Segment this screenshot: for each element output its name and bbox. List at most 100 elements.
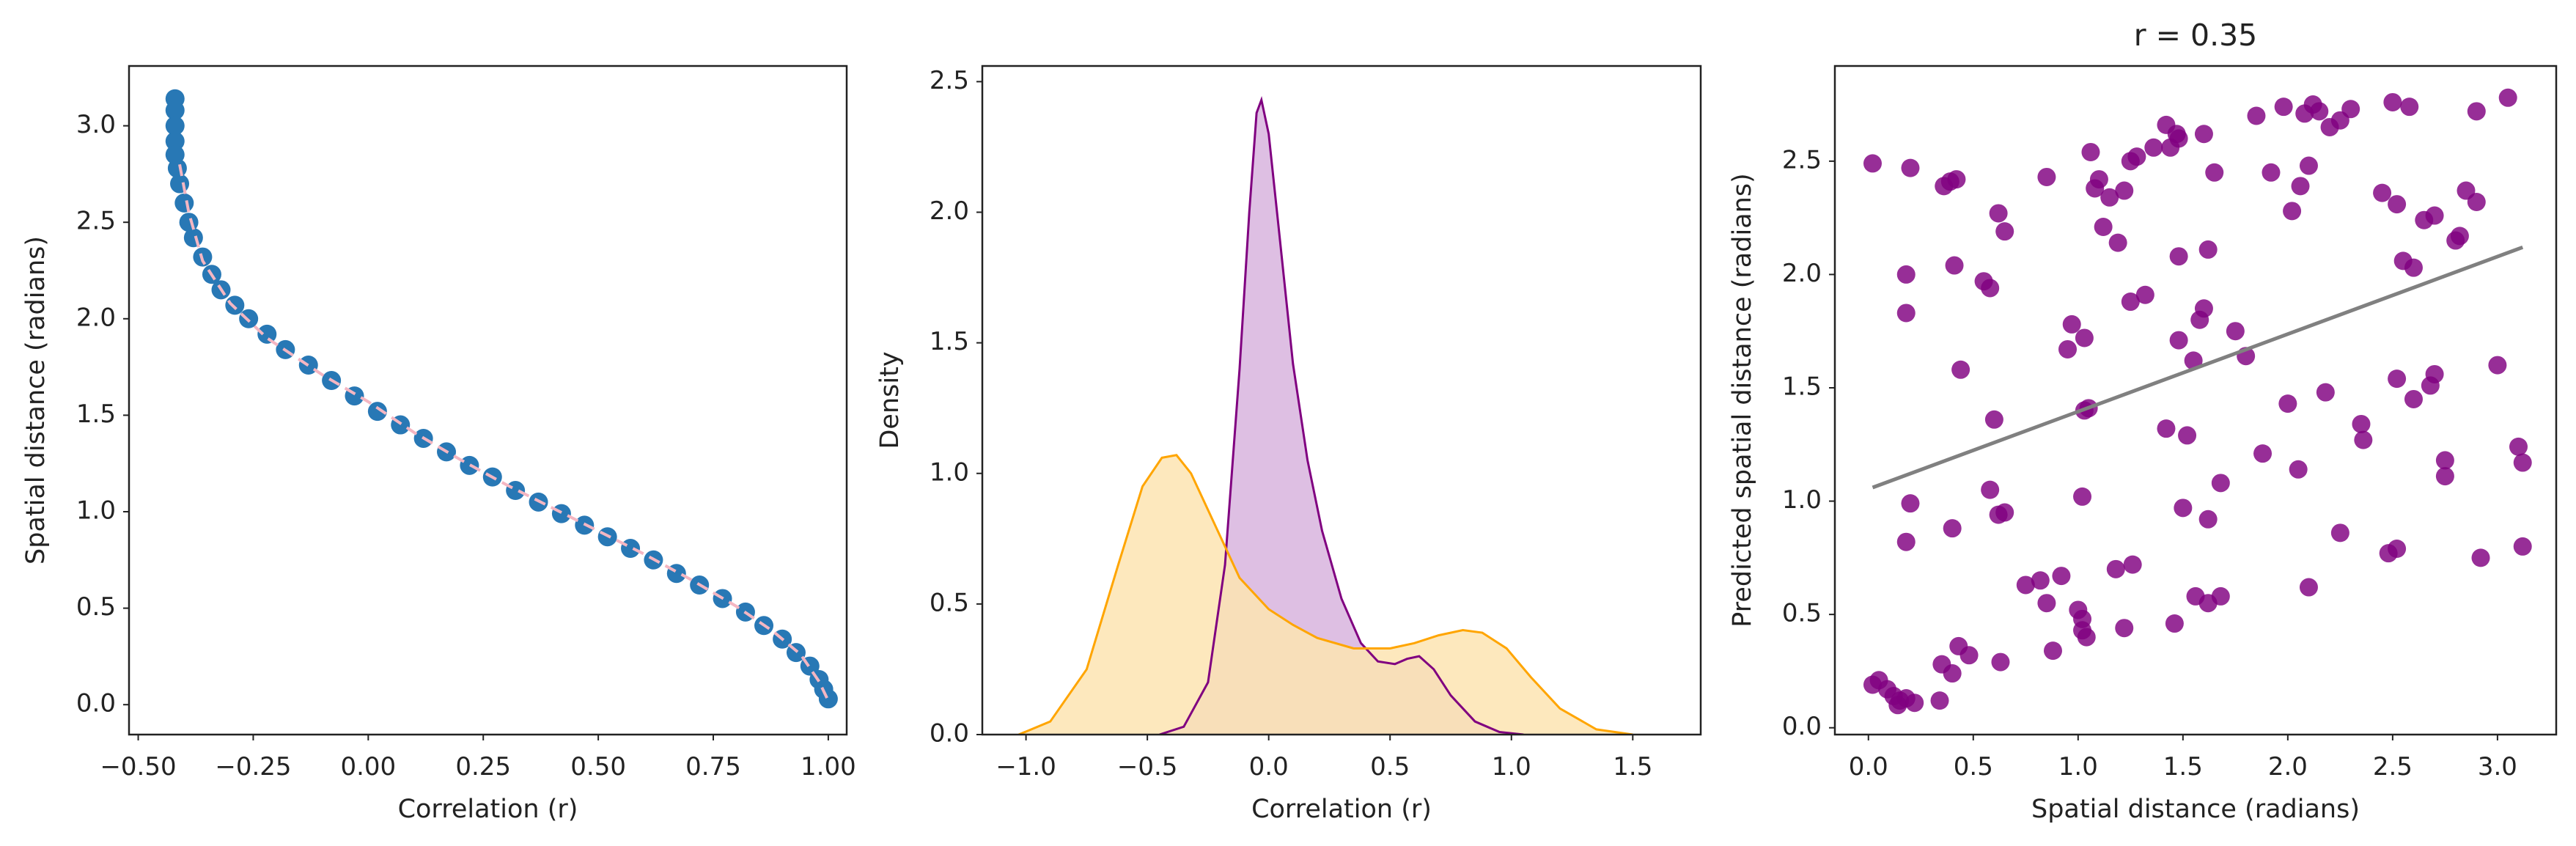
- scatter-point: [1959, 646, 1979, 665]
- scatter-point: [174, 193, 194, 213]
- scatter-point: [2354, 430, 2373, 449]
- scatter-point: [2274, 98, 2293, 117]
- scatter-point: [1991, 652, 2010, 672]
- scatter-point: [2352, 414, 2371, 433]
- panel-2-title: r = 0.35: [2134, 18, 2258, 53]
- panel-0-y-ticks: 0.0 0.5 1.0 1.5 2.0 2.5 3.0: [76, 110, 129, 718]
- scatter-point: [1951, 360, 1970, 379]
- x-tick-label: 0.5: [1954, 752, 1993, 781]
- scatter-point: [2435, 451, 2454, 470]
- scatter-point: [2169, 247, 2188, 266]
- scatter-point: [2513, 453, 2532, 472]
- scatter-point: [2291, 177, 2310, 196]
- scatter-point: [2089, 170, 2108, 189]
- scatter-point: [1896, 304, 1916, 323]
- scatter-point: [2184, 351, 2203, 370]
- y-tick-label: 0.5: [76, 592, 116, 622]
- scatter-point: [1981, 279, 2000, 298]
- panel-1-plot-area: [981, 65, 1702, 736]
- scatter-point: [2135, 285, 2154, 304]
- panel-2-y-ticks: 0.0 0.5 1.0 1.5 2.0 2.5: [1782, 145, 1835, 741]
- scatter-point: [460, 455, 479, 475]
- panel-0-xlabel: Correlation (r): [398, 795, 578, 824]
- scatter-point: [2467, 102, 2486, 121]
- scatter-point: [2383, 92, 2402, 111]
- panel-1-ylabel: Density: [875, 351, 905, 449]
- scatter-point: [1989, 204, 2008, 223]
- y-tick-label: 0.5: [1782, 599, 1822, 628]
- scatter-point: [1995, 503, 2014, 522]
- density-line-0: [1159, 95, 1524, 735]
- scatter-point: [1984, 410, 2003, 429]
- x-tick-label: −0.5: [1117, 752, 1178, 781]
- panel-1-frame: [981, 65, 1702, 736]
- scatter-point: [551, 504, 571, 523]
- scatter-point: [2278, 394, 2297, 413]
- panel-0-marks: [165, 89, 838, 709]
- scatter-point: [2123, 555, 2142, 574]
- scatter-point: [1901, 158, 1920, 177]
- scatter-point: [2341, 100, 2360, 119]
- scatter-point: [2509, 437, 2528, 456]
- scatter-point: [2404, 389, 2423, 408]
- scatter-point: [1995, 222, 2014, 241]
- scatter-point: [2178, 426, 2197, 445]
- scatter-point: [2115, 619, 2134, 638]
- scatter-point: [2283, 202, 2302, 221]
- density-area-1: [1018, 455, 1633, 735]
- y-tick-label: 0.0: [930, 719, 969, 748]
- scatter-point: [2186, 586, 2205, 606]
- scatter-point: [2330, 523, 2349, 542]
- fit-line: [178, 163, 830, 702]
- panel-0-frame: [128, 65, 848, 736]
- y-tick-label: 2.0: [76, 303, 116, 332]
- scatter-point: [2194, 125, 2213, 144]
- scatter-point: [2400, 98, 2419, 117]
- panel-2-xlabel: Spatial distance (radians): [2031, 795, 2360, 824]
- scatter-point: [2031, 571, 2050, 590]
- x-tick-label: 1.00: [801, 752, 856, 781]
- scatter-point: [2247, 106, 2266, 125]
- y-tick-label: 0.5: [930, 588, 969, 617]
- scatter-point: [2388, 195, 2407, 214]
- y-tick-label: 1.0: [1782, 485, 1822, 515]
- scatter-point: [165, 116, 185, 136]
- x-tick-label: 1.0: [1492, 752, 1531, 781]
- panel-predicted-vs-actual: r = 0.35 0.0 0.5 1.0 1.5 2.0 2.5 3.0 0.0 0.5 1.0…: [1728, 18, 2558, 824]
- x-tick-label: 2.0: [2268, 752, 2308, 781]
- scatter-point: [2488, 356, 2507, 375]
- y-tick-label: 1.0: [930, 457, 969, 487]
- scatter-point: [2108, 233, 2127, 252]
- scatter-point: [1896, 532, 1916, 551]
- scatter-point: [2299, 578, 2318, 597]
- fit-line: [1872, 245, 2524, 490]
- panel-0-plot-area: [128, 65, 848, 736]
- scatter-point: [2373, 183, 2392, 202]
- scatter-point: [2169, 331, 2188, 350]
- scatter-point: [2165, 614, 2184, 633]
- scatter-point: [2058, 339, 2078, 358]
- scatter-point: [2016, 575, 2035, 595]
- scatter-point: [2144, 138, 2163, 157]
- y-tick-label: 1.5: [1782, 372, 1822, 401]
- panel-2-plot-area: [1833, 65, 2558, 736]
- x-tick-label: −0.25: [215, 752, 291, 781]
- x-tick-label: 0.5: [1370, 752, 1410, 781]
- scatter-point: [621, 539, 641, 559]
- scatter-point: [2513, 537, 2532, 556]
- x-tick-label: −1.0: [996, 752, 1056, 781]
- x-tick-label: 1.5: [2163, 752, 2203, 781]
- y-tick-label: 1.0: [76, 496, 116, 526]
- panel-correlation-vs-distance: −0.50 −0.25 0.00 0.25 0.50 0.75 1.00 0.0 0.5 1.0…: [21, 65, 856, 824]
- scatter-point: [2127, 147, 2146, 166]
- x-tick-label: 1.0: [2058, 752, 2098, 781]
- y-tick-label: 0.0: [1782, 712, 1822, 741]
- scatter-point: [2467, 192, 2486, 211]
- x-tick-label: 0.0: [1849, 752, 1888, 781]
- scatter-point: [1943, 664, 1962, 683]
- scatter-point: [2205, 163, 2224, 182]
- scatter-point: [2094, 217, 2113, 236]
- panel-2-frame: [1833, 65, 2558, 736]
- scatter-point: [2062, 315, 2081, 334]
- scatter-point: [2310, 102, 2329, 121]
